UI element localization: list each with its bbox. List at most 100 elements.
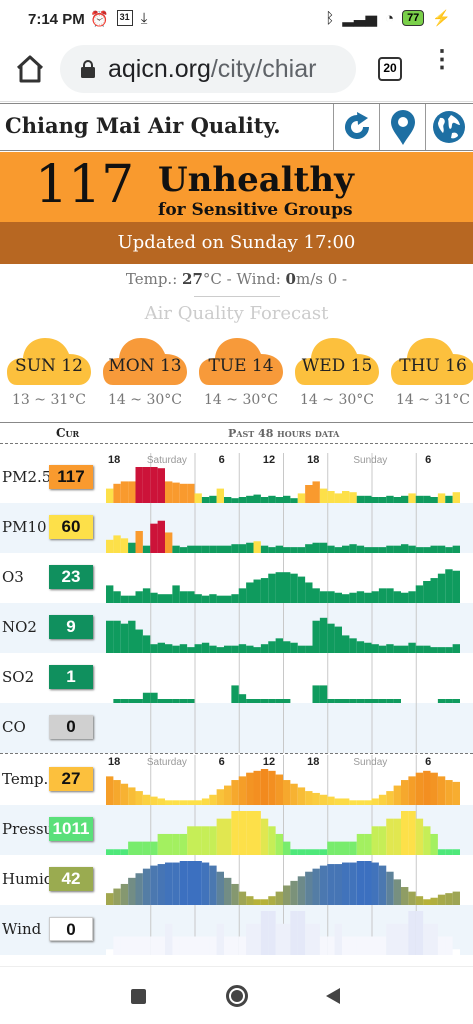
chart-bar xyxy=(430,578,438,603)
chart-bar xyxy=(238,936,247,955)
chart-bar xyxy=(342,545,350,553)
chart-bar xyxy=(120,699,129,703)
chart-bar xyxy=(401,645,409,653)
chart-bar xyxy=(408,493,416,503)
chart-bar xyxy=(179,936,188,955)
chart-bar xyxy=(437,849,446,855)
world-map-button[interactable] xyxy=(425,104,471,150)
chart-bar xyxy=(231,883,239,905)
map-pin-icon xyxy=(390,110,415,145)
chart-bar xyxy=(371,547,379,553)
chart-bar xyxy=(342,841,350,855)
chart-bar xyxy=(378,497,387,503)
recent-apps-button[interactable] xyxy=(131,989,146,1004)
chart-bar xyxy=(246,582,254,603)
chart-bar xyxy=(275,638,283,653)
chart-bar xyxy=(423,495,431,503)
back-button[interactable] xyxy=(324,987,342,1005)
chart-bar xyxy=(408,642,416,653)
chart-bar xyxy=(231,811,239,855)
chart-bar xyxy=(209,645,217,653)
chart-bar xyxy=(187,826,195,855)
chart-bar xyxy=(364,861,372,905)
chart-bar xyxy=(297,645,306,653)
data-row-humid[interactable]: Humid 42 xyxy=(0,855,473,905)
current-column-header: Cur xyxy=(56,426,80,440)
chart-bar xyxy=(179,483,188,503)
home-button[interactable] xyxy=(226,985,248,1007)
chart-bar xyxy=(423,899,431,905)
chart-bar xyxy=(401,811,409,855)
forecast-temp-range: 14 ~ 30°C xyxy=(300,392,374,408)
chart-bar xyxy=(305,582,313,603)
data-row-wind[interactable]: Wind 0 xyxy=(0,905,473,955)
history-chart xyxy=(106,805,460,855)
data-row-pressu[interactable]: Pressu 1011 xyxy=(0,805,473,855)
chart-bar xyxy=(408,911,416,955)
chart-bar xyxy=(371,699,379,703)
chart-bar xyxy=(231,780,239,805)
chart-bar xyxy=(349,492,357,503)
chart-bar xyxy=(386,545,394,553)
data-row-temp[interactable]: Temp.2718Saturday61218Sunday612 xyxy=(0,755,473,805)
url-path: /city/chiar xyxy=(210,55,317,83)
time-label: 18 xyxy=(108,756,120,768)
chart-bar xyxy=(231,936,239,955)
chart-bar xyxy=(253,647,261,653)
chart-bar xyxy=(224,877,232,905)
chart-bar xyxy=(157,936,165,955)
chart-bar xyxy=(334,493,342,503)
chart-bar xyxy=(216,595,224,603)
chart-bar xyxy=(128,699,136,703)
chart-bar xyxy=(165,800,173,805)
refresh-button[interactable] xyxy=(333,104,379,150)
forecast-day-label: THU 16 xyxy=(399,356,467,376)
chart-bar xyxy=(349,699,357,703)
chart-bar xyxy=(128,841,136,855)
data-row-co[interactable]: CO 0 xyxy=(0,703,473,753)
data-row-pm25[interactable]: PM2.511718Saturday61218Sunday612 xyxy=(0,453,473,503)
locate-button[interactable] xyxy=(379,104,425,150)
chart-bar xyxy=(260,699,269,703)
chart-bar xyxy=(201,826,210,855)
chart-bar xyxy=(172,645,180,653)
globe-icon xyxy=(432,111,465,143)
chart-bar xyxy=(415,585,424,603)
chart-bar xyxy=(135,531,143,553)
chart-bar xyxy=(275,545,283,553)
chart-bar xyxy=(194,800,202,805)
forecast-temp-range: 14 ~ 30°C xyxy=(108,392,182,408)
current-value-badge: 0 xyxy=(49,917,93,941)
chart-bar xyxy=(165,594,173,603)
home-icon[interactable] xyxy=(14,53,46,85)
chart-bar xyxy=(231,645,239,653)
tab-switcher-button[interactable]: 20 xyxy=(378,57,402,81)
chart-bar xyxy=(106,776,114,805)
chart-bar xyxy=(364,936,372,955)
chart-bar xyxy=(165,644,173,653)
chart-bar xyxy=(238,588,247,603)
chart-bar xyxy=(408,776,416,805)
chart-bar xyxy=(342,936,350,955)
chart-bar xyxy=(120,883,129,905)
alarm-icon: ⏰ xyxy=(90,11,109,28)
data-row-o3[interactable]: O3 23 xyxy=(0,553,473,603)
data-row-pm10[interactable]: PM10 60 xyxy=(0,503,473,553)
data-row-no2[interactable]: NO2 9 xyxy=(0,603,473,653)
time-label: Sunday xyxy=(353,455,387,466)
weather-prefix: Temp.: xyxy=(125,270,183,288)
history-chart xyxy=(106,603,460,653)
chart-bar xyxy=(297,787,306,805)
chart-bar xyxy=(445,936,453,955)
data-row-so2[interactable]: SO2 1 xyxy=(0,653,473,703)
chart-bar xyxy=(415,645,424,653)
chart-bar xyxy=(113,591,121,603)
chart-bar xyxy=(216,923,224,955)
chart-bar xyxy=(179,833,188,855)
chart-bar xyxy=(401,887,409,905)
more-menu-icon[interactable]: ⋮ xyxy=(430,44,454,73)
chart-bar xyxy=(165,532,173,553)
url-field[interactable]: aqicn.org/city/chiar xyxy=(60,45,356,93)
chart-bar xyxy=(452,699,460,703)
chart-bar xyxy=(120,783,129,805)
